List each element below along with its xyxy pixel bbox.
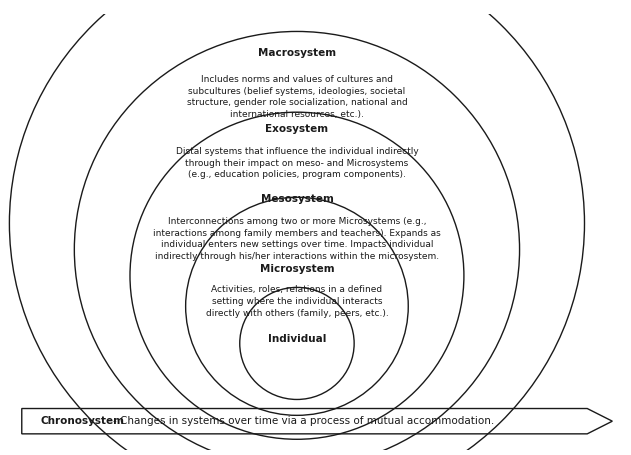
Text: - Changes in systems over time via a process of mutual accommodation.: - Changes in systems over time via a pro… <box>114 416 495 426</box>
Text: Chronosystem: Chronosystem <box>40 416 124 426</box>
Text: Includes norms and values of cultures and
subcultures (belief systems, ideologie: Includes norms and values of cultures an… <box>187 75 408 119</box>
Text: Macrosystem: Macrosystem <box>258 48 336 58</box>
Text: Distal systems that influence the individual indirectly
through their impact on : Distal systems that influence the indivi… <box>175 147 418 179</box>
Text: Activities, roles, relations in a defined
setting where the individual interacts: Activities, roles, relations in a define… <box>206 285 388 318</box>
Text: Individual: Individual <box>268 334 326 344</box>
Text: Exosystem: Exosystem <box>266 124 329 134</box>
Text: Mesosystem: Mesosystem <box>261 194 333 204</box>
Text: Microsystem: Microsystem <box>259 264 334 274</box>
Text: Interconnections among two or more Microsystems (e.g.,
interactions among family: Interconnections among two or more Micro… <box>153 217 441 261</box>
